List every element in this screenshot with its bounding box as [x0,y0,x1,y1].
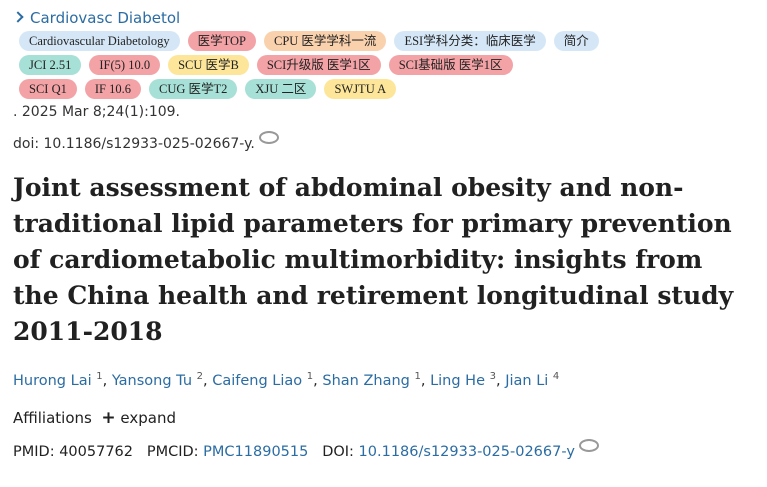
copy-icon[interactable] [578,439,599,452]
tag[interactable]: XJU 二区 [245,79,317,99]
tag[interactable]: CUG 医学T2 [148,79,238,99]
tag[interactable]: SCU 医学B [168,55,249,75]
tag[interactable]: JCI 2.51 [19,55,82,75]
journal[interactable]: Cardiovasc Diabetol [12,9,181,27]
doi-text: doi: 10.1186/s12933-025-02667-y. [13,136,255,152]
affiliation-number[interactable]: 2 [196,371,204,382]
tag[interactable]: Cardiovascular Diabetology [19,31,180,51]
author-separator: , [420,372,426,389]
journal-link[interactable]: Cardiovasc Diabetol [30,9,181,27]
affiliation-number[interactable]: 3 [489,371,496,382]
tag[interactable]: SCI Q1 [19,79,77,99]
pmcid-label: PMCID: [146,444,199,460]
pmid-label: PMID: [13,444,55,460]
author-link[interactable]: Hurong Lai [13,372,92,389]
tag-row: SCI Q1 IF 10.6 CUG 医学T2 XJU 二区 SWJTU A [19,79,397,99]
tag[interactable]: 医学TOP [187,31,256,51]
tag[interactable]: IF(5) 10.0 [89,55,161,75]
author-list: Hurong Lai 1, Yansong Tu 2, Caifeng Liao… [13,371,559,389]
author-separator: , [495,372,501,389]
citation: . 2025 Mar 8;24(1):109. [13,104,181,120]
author-link[interactable]: Shan Zhang [322,372,410,389]
tag[interactable]: SCI基础版 医学1区 [388,55,513,75]
author-link[interactable]: Jian Li [505,372,549,389]
tag[interactable]: IF 10.6 [84,79,141,99]
affiliation-number[interactable]: 1 [306,371,314,382]
article-title: Joint assessment of abdominal obesity an… [13,173,734,346]
id-line: PMID: 40057762 PMCID: PMC11890515 DOI: 1… [13,439,599,460]
tag-row: Cardiovascular Diabetology 医学TOP CPU 医学学科一… [19,31,599,51]
doi-link[interactable]: 10.1186/s12933-025-02667-y [358,444,575,460]
affiliation-number[interactable]: 4 [552,371,560,382]
tag-row: JCI 2.51 IF(5) 10.0 SCU 医学B SCI升级版 医学1区 SCI基… [19,55,513,75]
author-separator: , [313,372,318,389]
pmid: 40057762 [59,444,134,460]
doi-label: DOI: [322,444,354,460]
author-link[interactable]: Ling He [430,372,485,389]
author-separator: , [102,372,108,389]
affiliation-number[interactable]: 1 [96,371,103,382]
tag[interactable]: ESI学科分类：临床医学 [394,31,546,51]
affiliation-number[interactable]: 1 [414,371,421,382]
author-separator: , [203,372,208,389]
expand-button[interactable]: expand [120,409,177,427]
affiliations-label: Affiliations [13,409,92,427]
doi-line: doi: 10.1186/s12933-025-02667-y. [13,131,279,152]
author-link[interactable]: Caifeng Liao [212,372,303,389]
tag[interactable]: SWJTU A [324,79,397,99]
tag[interactable]: SCI升级版 医学1区 [256,55,381,75]
tag[interactable]: CPU 医学学科一流 [263,31,387,51]
affiliations[interactable]: Affiliations + expand [13,408,177,428]
author-link[interactable]: Yansong Tu [111,372,193,389]
pmcid-link[interactable]: PMC11890515 [203,444,309,460]
tag[interactable]: 简介 [553,31,599,51]
copy-icon[interactable] [258,131,279,144]
